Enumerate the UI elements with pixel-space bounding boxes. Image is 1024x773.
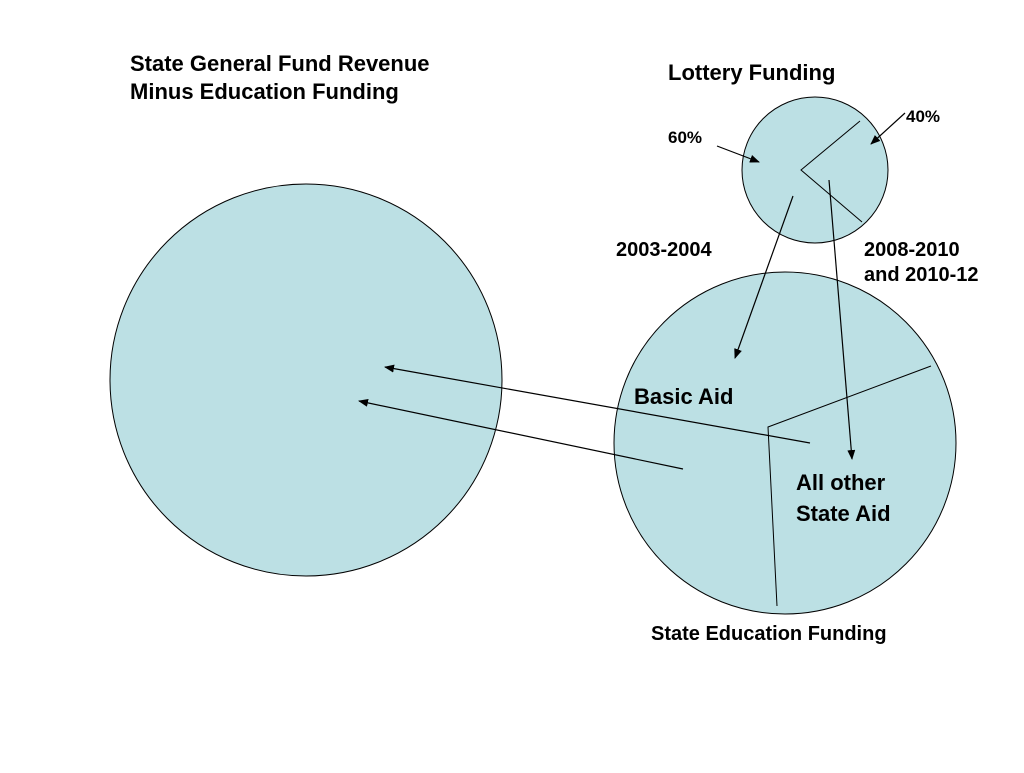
arrow-60-percent	[716, 145, 760, 163]
other-aid-label: All other State Aid	[796, 468, 891, 530]
arrow-lottery-to-basic-aid	[734, 195, 794, 359]
lottery-title: Lottery Funding	[668, 60, 836, 85]
arrow-education-to-general-fund-lower	[358, 398, 684, 470]
period-left-label: 2003-2004	[616, 239, 712, 261]
general-fund-title-line2: Minus Education Funding	[130, 78, 399, 104]
basic-aid-label: Basic Aid	[634, 384, 734, 409]
lottery-share-60-label: 60%	[668, 128, 703, 147]
general-fund-circle	[109, 183, 503, 577]
other-aid-line1: All other	[796, 470, 886, 495]
education-divider	[767, 365, 932, 607]
other-aid-line2: State Aid	[796, 500, 891, 526]
lottery-divider	[800, 120, 863, 223]
education-circle	[613, 271, 957, 615]
period-right-label: 2008-2010 and 2010-12	[864, 238, 979, 288]
general-fund-title: State General Fund Revenue Minus Educati…	[130, 50, 430, 105]
arrow-lottery-to-other-aid	[828, 179, 856, 460]
lottery-share-40-label: 40%	[906, 107, 941, 126]
period-right-line2: and 2010-12	[864, 264, 979, 286]
lottery-circle	[741, 96, 889, 244]
general-fund-title-line1: State General Fund Revenue	[130, 51, 430, 76]
arrow-40-percent	[870, 112, 906, 145]
arrow-education-to-general-fund-upper	[384, 364, 811, 444]
education-title: State Education Funding	[651, 623, 887, 645]
period-right-line1: 2008-2010	[864, 239, 960, 261]
